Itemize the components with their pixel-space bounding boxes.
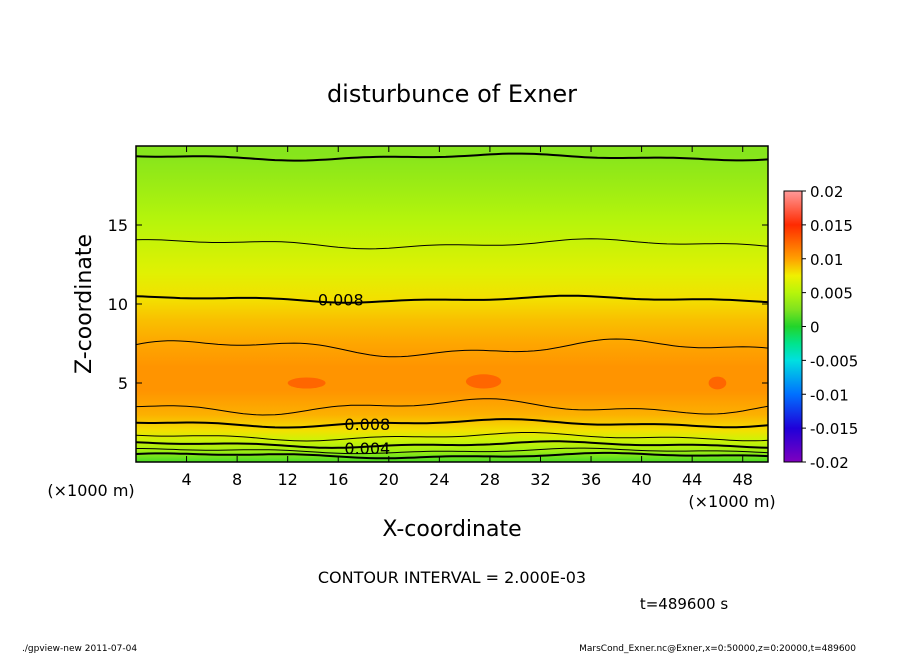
contour-labels: 0.008 0.008 0.004 bbox=[318, 290, 390, 458]
contour-lines bbox=[136, 152, 768, 460]
x-tick-label: 8 bbox=[232, 470, 242, 489]
colorbar-tick-label: 0 bbox=[810, 319, 820, 337]
maximum-patch bbox=[465, 374, 502, 389]
contour-line bbox=[136, 418, 768, 429]
x-tick-label: 16 bbox=[328, 470, 348, 489]
x-tick-label: 4 bbox=[181, 470, 191, 489]
y-tick-label: 15 bbox=[108, 216, 128, 235]
colorbar bbox=[783, 190, 803, 463]
y-tick-label: 5 bbox=[118, 374, 128, 393]
time-text: t=489600 s bbox=[640, 595, 728, 613]
contour-line bbox=[136, 294, 768, 304]
x-tick-label: 36 bbox=[581, 470, 601, 489]
x-tick-label: 12 bbox=[278, 470, 298, 489]
x-tick-label: 20 bbox=[379, 470, 399, 489]
colorbar-tick-label: 0.02 bbox=[810, 183, 843, 201]
chart-title: disturbunce of Exner bbox=[327, 80, 577, 108]
contour-interval-text: CONTOUR INTERVAL = 2.000E-03 bbox=[318, 568, 586, 587]
contour-line bbox=[136, 451, 768, 460]
contour-line bbox=[136, 338, 768, 358]
x-tick-label: 24 bbox=[429, 470, 449, 489]
contour-line bbox=[136, 238, 768, 250]
contour-line bbox=[136, 447, 768, 455]
y-unit-label: (×1000 m) bbox=[47, 481, 134, 500]
x-unit-label: (×1000 m) bbox=[688, 492, 775, 511]
colorbar-tick-label: 0.01 bbox=[810, 251, 843, 269]
maximum-patch bbox=[287, 377, 326, 389]
field-fill bbox=[136, 146, 768, 462]
footer-left: ./gpview-new 2011-07-04 bbox=[22, 644, 137, 654]
x-axis-label: X-coordinate bbox=[382, 517, 521, 542]
x-tick-label: 40 bbox=[631, 470, 651, 489]
contour-line bbox=[136, 432, 768, 442]
contour-label: 0.008 bbox=[344, 415, 390, 434]
colorbar-tick-label: 0.005 bbox=[810, 285, 853, 303]
x-tick-label: 44 bbox=[682, 470, 702, 489]
y-tick-label: 10 bbox=[108, 295, 128, 314]
x-axis-ticks: 4 8 12 16 20 24 28 32 36 40 44 48 bbox=[181, 146, 753, 489]
x-tick-label: 28 bbox=[480, 470, 500, 489]
colorbar-tick-label: -0.015 bbox=[810, 420, 858, 438]
contour-line bbox=[136, 440, 768, 449]
x-tick-label: 32 bbox=[530, 470, 550, 489]
colorbar-tick-label: -0.02 bbox=[810, 454, 849, 472]
y-axis-ticks: 5 10 15 bbox=[108, 216, 768, 393]
colorbar-tick-label: -0.005 bbox=[810, 352, 858, 370]
contour-label: 0.008 bbox=[318, 290, 364, 309]
colorbar-tick-label: 0.015 bbox=[810, 217, 853, 235]
colorbar-tick-label: -0.01 bbox=[810, 386, 849, 404]
x-tick-label: 48 bbox=[733, 470, 753, 489]
maxima-patches bbox=[287, 374, 727, 390]
contour-label: 0.004 bbox=[344, 439, 390, 458]
maximum-patch bbox=[708, 376, 727, 390]
colorbar-ticks: 0.02 0.015 0.01 0.005 0 -0.005 -0.01 -0.015 -0.0… bbox=[802, 183, 858, 472]
y-axis-label: Z-coordinate bbox=[72, 234, 97, 374]
footer-right: MarsCond_Exner.nc@Exner,x=0:50000,z=0:20… bbox=[579, 644, 856, 654]
contour-line bbox=[136, 398, 768, 416]
plot-area bbox=[136, 146, 768, 462]
contour-line bbox=[136, 152, 768, 162]
